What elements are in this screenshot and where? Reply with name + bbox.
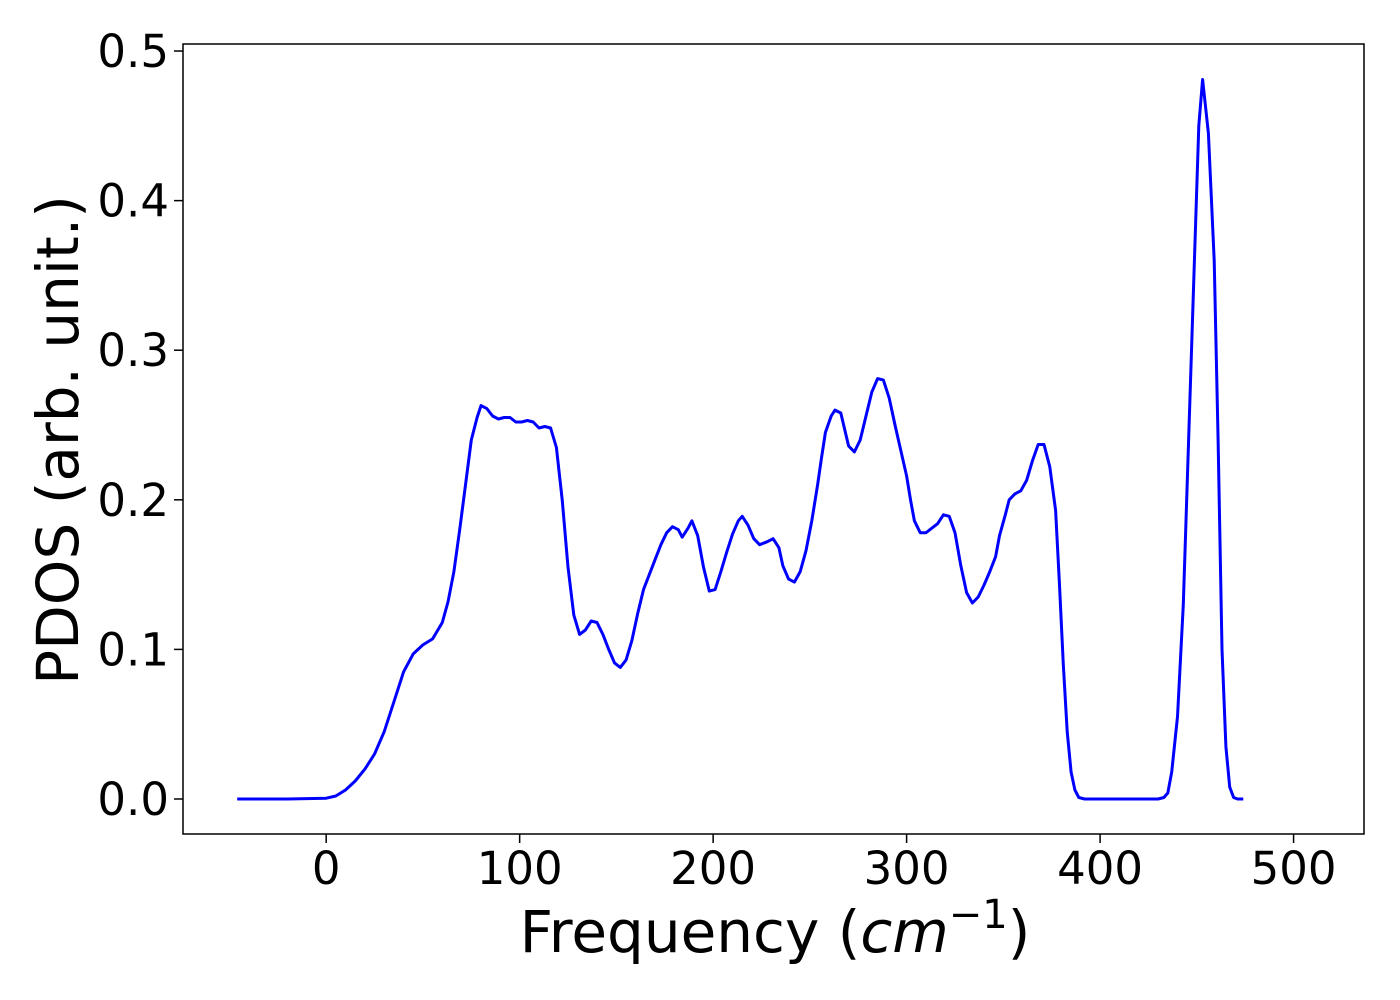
x-tick-label: 0 [312,842,341,895]
x-axis-label: Frequency (cm−1) [520,892,1031,966]
x-tick-label: 100 [477,842,563,895]
plot-frame [182,43,1365,835]
x-tick-label: 300 [864,842,950,895]
y-tick-label: 0.5 [97,25,169,78]
y-tick-label: 0.1 [97,623,169,676]
x-tick-label: 500 [1251,842,1337,895]
y-tick-label: 0.2 [97,474,169,527]
x-tick-label: 400 [1057,842,1143,895]
x-label-part: Frequency ( [520,898,861,966]
y-axis-label: PDOS (arb. unit.) [24,195,92,685]
line-series [237,78,1244,801]
x-label-part: ) [1008,898,1031,966]
x-label-sup: −1 [949,892,1008,938]
x-label-math: cm [860,898,948,966]
y-tick-label: 0.3 [97,324,169,377]
y-tick-label: 0.0 [97,773,169,826]
y-tick-label: 0.4 [97,175,169,228]
x-tick-label: 200 [670,842,756,895]
